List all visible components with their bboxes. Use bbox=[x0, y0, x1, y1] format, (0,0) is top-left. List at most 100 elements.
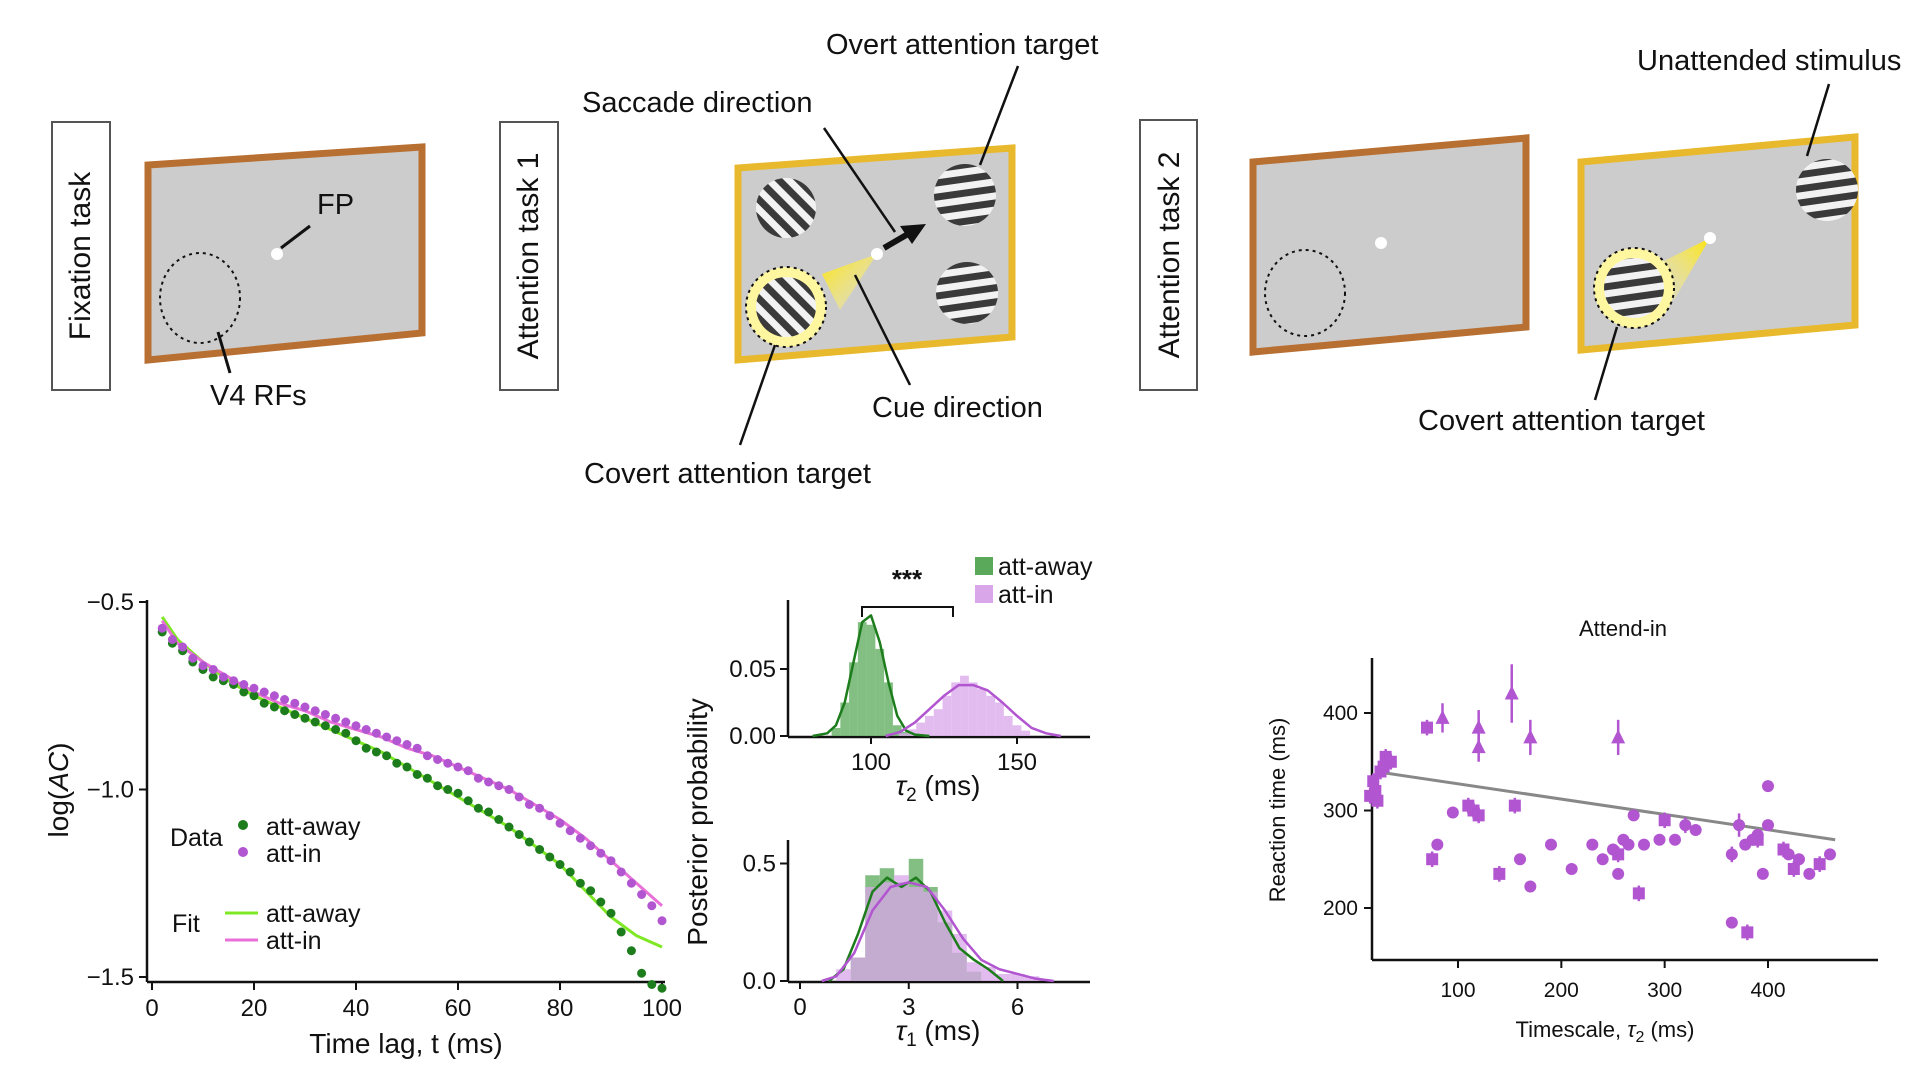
hist-y-tick-label: 0.00 bbox=[729, 723, 776, 750]
ac-data-point-att-in bbox=[382, 732, 392, 742]
ac-data-point-att-away bbox=[616, 927, 626, 937]
histogram-bar-att-in bbox=[925, 715, 934, 736]
fixation-point-icon bbox=[1704, 232, 1716, 244]
rt-point-circle bbox=[1793, 853, 1805, 866]
ac-data-point-att-in bbox=[310, 706, 320, 716]
ac-data-point-att-away bbox=[473, 803, 483, 813]
histogram-bar-att-in bbox=[968, 682, 978, 736]
ac-data-point-att-in bbox=[657, 916, 667, 926]
ac-data-point-att-away bbox=[555, 860, 565, 869]
ac-x-axis-label: Time lag, t (ms) bbox=[309, 1028, 502, 1059]
ac-data-point-att-away bbox=[422, 773, 432, 783]
ac-data-point-att-away bbox=[504, 822, 514, 832]
legend-fit-title: Fit bbox=[172, 910, 200, 938]
rt-point-circle bbox=[1622, 838, 1635, 851]
rt-point-circle bbox=[1803, 867, 1816, 880]
rt-point-square bbox=[1493, 867, 1506, 880]
ac-fit-line-att-in bbox=[160, 619, 663, 907]
histogram-bar-att-in bbox=[966, 962, 982, 981]
ac-fit-line-att-away bbox=[160, 616, 663, 949]
rt-point-circle bbox=[1733, 819, 1746, 832]
ac-data-point-att-in bbox=[218, 672, 228, 682]
rt-point-square bbox=[1421, 721, 1433, 734]
rt-point-square bbox=[1658, 814, 1671, 827]
hist-x-tick-label: 100 bbox=[851, 749, 891, 776]
legend-fit-in: att-in bbox=[266, 927, 322, 955]
histogram-bar-att-in bbox=[1010, 973, 1025, 981]
ac-data-point-att-away bbox=[310, 717, 320, 727]
histogram-bar-att-in bbox=[986, 695, 996, 736]
ac-data-point-att-away bbox=[412, 770, 422, 779]
legend-data-away: att-away bbox=[266, 813, 361, 841]
ac-data-point-att-in bbox=[555, 818, 565, 828]
ac-data-point-att-in bbox=[188, 653, 198, 663]
ac-data-point-att-in bbox=[586, 841, 596, 851]
histogram-bar-att-away bbox=[892, 725, 902, 736]
ac-data-point-att-in bbox=[606, 856, 616, 866]
rt-point-circle bbox=[1679, 819, 1692, 832]
fixation-task-box bbox=[51, 121, 111, 391]
ac-data-point-att-away bbox=[392, 758, 402, 768]
rt-point-circle bbox=[1762, 819, 1774, 832]
ac-x-tick-label: 60 bbox=[445, 995, 472, 1022]
rt-y-tick-label: 400 bbox=[1323, 702, 1358, 725]
histogram-bar-att-in bbox=[933, 709, 943, 736]
hist-x-tick-label: 3 bbox=[902, 994, 915, 1021]
ac-data-point-att-away bbox=[320, 721, 330, 731]
ac-y-tick-label: −1.5 bbox=[87, 964, 134, 991]
ac-data-point-att-in bbox=[300, 702, 310, 712]
grating-stimulus-icon bbox=[756, 178, 816, 238]
unattended-label: Unattended stimulus bbox=[1637, 45, 1901, 77]
histogram-bar-att-in bbox=[850, 957, 866, 981]
ac-data-point-att-in bbox=[473, 773, 483, 783]
rt-point-circle bbox=[1607, 843, 1619, 856]
hist-y-tick-label: 0.5 bbox=[743, 851, 776, 878]
attention-task-2-box bbox=[1139, 119, 1198, 391]
histogram-bar-att-in bbox=[951, 682, 961, 736]
ac-data-point-att-in bbox=[575, 833, 585, 843]
covert-target-label-2: Covert attention target bbox=[1418, 405, 1705, 437]
attention-task-1-title: Attention task 1 bbox=[512, 153, 545, 360]
attention-task-1-panel: Attention task 1 Overt attention target … bbox=[499, 29, 1098, 490]
rt-point-circle bbox=[1782, 848, 1795, 861]
receptive-field-circle-icon bbox=[745, 266, 827, 348]
attention-beam-icon bbox=[822, 254, 877, 310]
ac-data-point-att-away bbox=[239, 687, 249, 697]
ac-data-point-att-in bbox=[616, 867, 626, 877]
grating-stimulus-icon bbox=[1796, 159, 1858, 221]
ac-data-point-att-away bbox=[494, 815, 504, 824]
ac-data-point-att-in bbox=[371, 728, 381, 738]
grating-stimulus-icon bbox=[1604, 258, 1664, 318]
ac-data-point-att-in bbox=[198, 661, 208, 671]
rt-point-square bbox=[1632, 887, 1645, 900]
ac-data-point-att-in bbox=[453, 762, 463, 772]
ac-data-point-att-in bbox=[637, 890, 647, 899]
ac-data-point-att-in bbox=[361, 725, 371, 734]
hist-x-tick-label: 150 bbox=[997, 749, 1037, 776]
rt-x-axis-label: Timescale, τ2 (ms) bbox=[1516, 1017, 1695, 1046]
ac-data-point-att-away bbox=[535, 845, 545, 854]
fixation-point-icon bbox=[271, 248, 283, 260]
ac-data-point-att-in bbox=[565, 826, 575, 836]
ac-data-point-att-away bbox=[402, 762, 412, 772]
ac-data-point-att-in bbox=[524, 800, 534, 809]
rt-point-circle bbox=[1669, 833, 1681, 846]
attention-task-2-panel: Attention task 2 Unattended stimulus Cov… bbox=[1139, 45, 1901, 437]
tau2-legend: att-away att-in bbox=[975, 553, 1093, 609]
ac-data-point-att-in bbox=[249, 683, 259, 693]
ac-data-point-att-in bbox=[392, 736, 402, 746]
ac-data-point-att-away bbox=[463, 796, 473, 806]
ac-data-point-att-in bbox=[229, 676, 239, 686]
legend-swatch-att-in bbox=[975, 585, 993, 603]
rt-x-tick-label: 200 bbox=[1544, 979, 1579, 1002]
rt-point-square bbox=[1813, 858, 1826, 871]
ac-data-point-att-in bbox=[208, 665, 218, 674]
hist-y-tick-label: 0.0 bbox=[743, 968, 776, 995]
ac-data-point-att-away bbox=[596, 897, 606, 907]
hist-y-tick-label: 0.05 bbox=[729, 656, 776, 683]
receptive-field-circle-icon bbox=[1593, 247, 1675, 329]
rt-point-circle bbox=[1653, 833, 1666, 846]
rt-point-circle bbox=[1545, 838, 1557, 851]
ac-x-tick-label: 0 bbox=[145, 995, 158, 1022]
